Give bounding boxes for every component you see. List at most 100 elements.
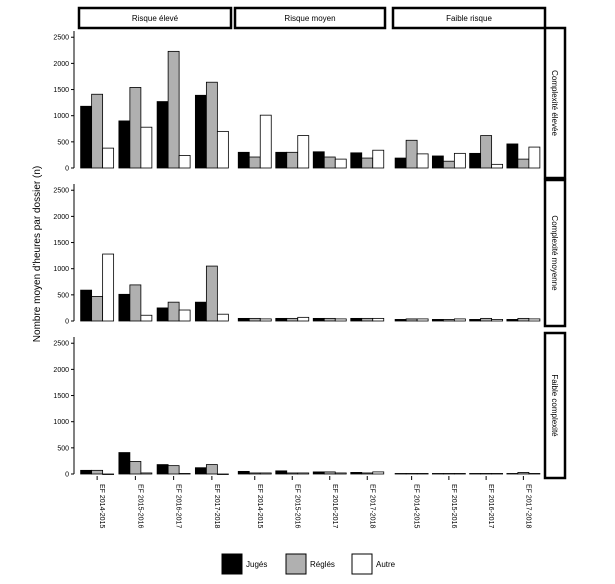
bar: [80, 105, 93, 169]
bar: [167, 301, 180, 322]
legend-swatch: [351, 553, 373, 575]
bar: [361, 472, 374, 475]
bar: [506, 473, 519, 475]
bar: [248, 156, 261, 169]
y-axes: 0 500 1000 1500 2000 2500 0 500 1000 1500 2000 2500…: [53, 31, 75, 479]
bar: [259, 114, 272, 169]
bar: [372, 471, 385, 475]
bar: [517, 317, 530, 322]
y-tick-label: 1500: [53, 240, 69, 247]
bar: [297, 135, 310, 169]
column-facet-label: Risque moyen: [284, 14, 335, 23]
bar: [350, 472, 363, 475]
x-tick-label: EF 2016-2017: [331, 484, 338, 528]
bar: [102, 253, 115, 322]
bar: [167, 465, 180, 475]
bar: [205, 81, 218, 169]
bar: [506, 319, 519, 322]
bar: [286, 317, 299, 322]
bar: [194, 467, 207, 475]
bar: [129, 461, 142, 475]
row-facet-label: Complexité élevée: [550, 70, 559, 136]
y-tick-label: 0: [65, 319, 69, 326]
bar: [416, 318, 429, 322]
y-tick-label: 0: [65, 166, 69, 173]
bar: [178, 155, 191, 169]
bar: [469, 319, 482, 322]
legend-label: Autre: [376, 560, 396, 569]
y-tick-label: 2500: [53, 341, 69, 348]
bar: [469, 152, 482, 169]
bar: [334, 318, 347, 322]
bar: [431, 155, 444, 169]
bar: [517, 472, 530, 475]
x-tick-label: EF 2016-2017: [487, 484, 494, 528]
bar: [102, 147, 115, 169]
column-facet-label: Faible risque: [446, 14, 492, 23]
y-tick-label: 0: [65, 472, 69, 479]
column-facet-label: Risque élevé: [132, 14, 179, 23]
bar: [205, 464, 218, 475]
bar: [216, 313, 229, 322]
legend-label: Jugés: [246, 560, 267, 569]
bar: [323, 317, 336, 322]
bar: [194, 301, 207, 322]
bar: [350, 317, 363, 322]
bar: [312, 471, 325, 475]
bar: [491, 163, 504, 169]
bar: [334, 472, 347, 475]
bar: [416, 153, 429, 169]
x-tick-label: EF 2015-2016: [293, 484, 300, 528]
bar: [237, 470, 250, 475]
bar: [118, 293, 131, 322]
row-facet-label: Faible complexité: [550, 374, 559, 437]
x-tick-label: EF 2017-2018: [524, 484, 531, 528]
x-tick-label: EF 2015-2016: [136, 484, 143, 528]
bar: [248, 472, 261, 475]
bar: [118, 452, 131, 475]
bar: [453, 473, 466, 475]
bar: [453, 318, 466, 322]
bar: [248, 317, 261, 322]
bar: [216, 130, 229, 169]
bar: [372, 317, 385, 322]
y-tick-label: 1500: [53, 87, 69, 94]
bar: [80, 469, 93, 475]
bar: [431, 473, 444, 475]
bar: [297, 472, 310, 475]
y-tick-label: 1000: [53, 419, 69, 426]
bar: [118, 120, 131, 169]
bar: [528, 473, 541, 475]
column-facet-headers: Risque élevé Risque moyen Faible risque: [77, 6, 547, 30]
x-axes: EF 2014-2015 EF 2015-2016 EF 2016-2017 EF 2…: [96, 476, 531, 528]
bar: [528, 146, 541, 169]
bar: [361, 157, 374, 169]
row-facet-header-box: [543, 26, 567, 180]
bar: [91, 469, 104, 475]
bar: [178, 309, 191, 322]
bar: [405, 473, 418, 475]
bar: [140, 472, 153, 475]
y-axis-label: Nombre moyen d'heures par dossier (n): [32, 166, 43, 342]
bar: [453, 152, 466, 169]
column-facet-header-box: [391, 6, 547, 30]
bar: [405, 318, 418, 322]
bar: [286, 472, 299, 475]
bar: [156, 464, 169, 475]
bar: [442, 319, 455, 322]
bar: [480, 135, 493, 169]
y-tick-label: 1000: [53, 113, 69, 120]
bar: [205, 265, 218, 322]
bar: [323, 156, 336, 169]
x-tick-label: EF 2014-2015: [98, 484, 105, 528]
bar: [156, 101, 169, 169]
bar: [312, 317, 325, 322]
bar: [442, 473, 455, 475]
y-tick-label: 2000: [53, 367, 69, 374]
bar: [167, 50, 180, 169]
bar: [216, 473, 229, 475]
legend-label: Réglés: [310, 560, 335, 569]
bar: [431, 319, 444, 322]
bar: [480, 473, 493, 475]
